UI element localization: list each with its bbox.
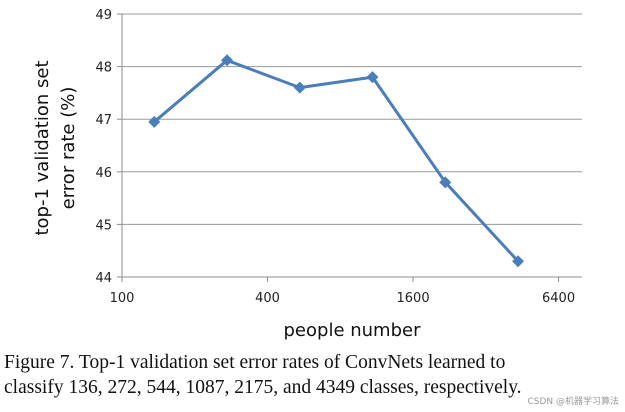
y-tick-label: 45: [95, 218, 112, 233]
data-point-marker: [148, 115, 161, 128]
x-tick-label: 100: [110, 291, 135, 306]
grid-lines: [122, 13, 582, 278]
watermark: CSDN @机器学习算法: [527, 397, 619, 407]
x-tick-label: 6400: [542, 291, 575, 306]
data-points: [148, 54, 525, 268]
y-tick-label: 48: [95, 61, 112, 76]
line-chart: 44 45 46 47 48 49 100 400 1600 6400 people numbe…: [32, 8, 582, 341]
x-axis-label: people number: [284, 320, 422, 341]
x-tick-label: 400: [255, 291, 280, 306]
series-line: [153, 58, 520, 263]
caption-line-2: classify 136, 272, 544, 1087, 2175, and …: [4, 377, 522, 398]
y-axis-label-line1: top-1 validation set: [32, 60, 53, 235]
data-point-marker: [366, 71, 379, 84]
caption-line-1: Figure 7. Top-1 validation set error rat…: [4, 352, 506, 373]
y-tick-label: 49: [95, 8, 112, 23]
data-point-marker: [221, 54, 234, 67]
data-point-marker: [512, 255, 525, 268]
x-axis: [121, 14, 582, 278]
y-tick-label: 47: [95, 113, 112, 128]
x-axis-ticks: 100 400 1600 6400: [110, 277, 575, 306]
data-point-marker: [293, 81, 306, 94]
y-tick-label: 46: [95, 166, 112, 181]
y-axis-label-line2: error rate (%): [58, 87, 79, 210]
y-tick-label: 44: [95, 271, 112, 286]
x-tick-label: 1600: [397, 291, 430, 306]
figure-caption: Figure 7. Top-1 validation set error rat…: [4, 350, 622, 400]
data-point-marker: [439, 176, 452, 189]
y-axis-ticks: 44 45 46 47 48 49: [95, 8, 122, 286]
